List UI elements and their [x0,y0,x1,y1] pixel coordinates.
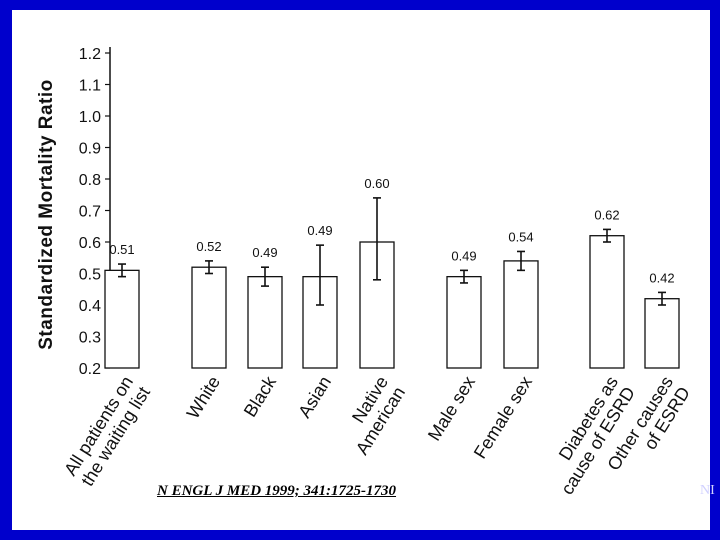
bar [104,269,140,369]
bar [446,275,482,369]
y-tick-label: 0.7 [79,204,101,221]
category-label: Male sex [424,373,479,445]
category-label: Asian [294,373,335,422]
citation: N ENGL J MED 1999; 341:1725-1730 [157,483,397,499]
y-tick-label: 0.6 [79,235,101,252]
slide-panel: 0.2 0.3 0.4 0.5 0.6 0.7 0.8 0.9 1.0 1.1 1.2 Standar… [12,10,710,530]
bar [644,298,680,369]
category-label: White [183,373,224,423]
category-label-line: Asian [294,373,335,422]
bar [191,266,227,369]
y-tick-label: 0.8 [79,172,101,189]
category-label-line: Black [240,372,281,421]
y-axis-title: Standardized Mortality Ratio [36,79,57,350]
category-label: Female sex [470,373,536,463]
data-label: 0.42 [649,270,674,285]
y-tick-label: 0.3 [79,330,101,347]
y-tick-label: 0.9 [79,141,101,158]
y-tick-label: 1.2 [79,46,101,63]
data-label: 0.62 [594,207,619,222]
y-tick-label: 0.5 [79,267,101,284]
bar [247,275,283,369]
data-label: 0.51 [109,242,134,257]
bar [589,235,625,369]
category-label-line: Female sex [470,373,536,463]
y-tick-label: 0.2 [79,361,101,378]
category-label: Black [240,372,281,421]
data-label: 0.49 [451,248,476,263]
y-tick-label: 0.4 [79,298,101,315]
y-tick-label: 1.1 [79,78,101,95]
bar [503,260,539,369]
category-label-line: Male sex [424,373,479,445]
y-tick-label: 1.0 [79,109,101,126]
data-label: 0.49 [252,245,277,260]
category-label-line: White [183,373,224,423]
data-label: 0.52 [196,239,221,254]
data-label: 0.49 [307,223,332,238]
data-label: 0.54 [508,229,533,244]
bar-chart: 0.2 0.3 0.4 0.5 0.6 0.7 0.8 0.9 1.0 1.1 1.2 Standar… [36,46,694,498]
data-label: 0.60 [364,176,389,191]
clipped-text-fragment: NI [700,483,715,498]
